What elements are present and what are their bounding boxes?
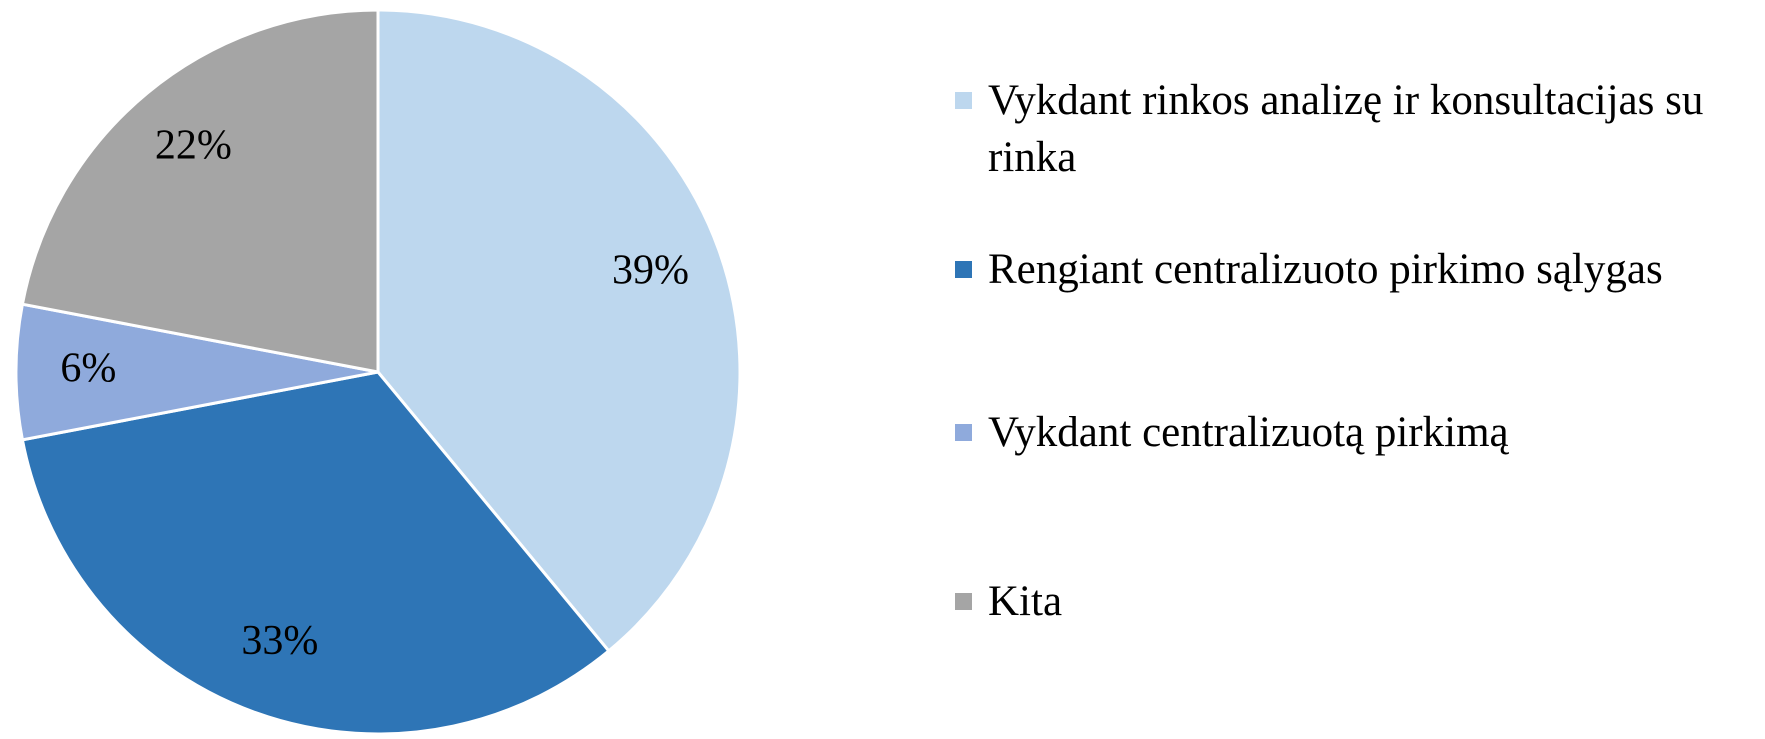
pie-slice — [14, 302, 379, 442]
legend-swatch — [955, 593, 972, 610]
data-label: 39% — [612, 248, 689, 294]
pie-slice — [376, 8, 742, 654]
legend-label: Vykdant rinkos analizę ir konsultacijas … — [988, 77, 1704, 181]
legend-swatch — [955, 424, 972, 441]
pie-slice — [20, 8, 380, 374]
legend-label: Rengiant centralizuoto pirkimo sąlygas — [988, 246, 1663, 293]
legend-label: Vykdant centralizuotą pirkimą — [988, 409, 1509, 456]
legend-label: Kita — [988, 578, 1063, 625]
data-label: 33% — [241, 618, 318, 664]
legend-item: Rengiant centralizuoto pirkimo sąlygas — [955, 241, 1755, 298]
legend-item: Kita — [955, 573, 1755, 630]
legend-swatch — [955, 261, 972, 278]
data-label: 6% — [60, 346, 116, 392]
legend-item: Vykdant rinkos analizę ir konsultacijas … — [955, 72, 1755, 186]
legend-swatch — [955, 92, 972, 109]
data-label: 22% — [155, 122, 232, 168]
pie-slice — [20, 370, 611, 736]
legend-item: Vykdant centralizuotą pirkimą — [955, 404, 1755, 461]
